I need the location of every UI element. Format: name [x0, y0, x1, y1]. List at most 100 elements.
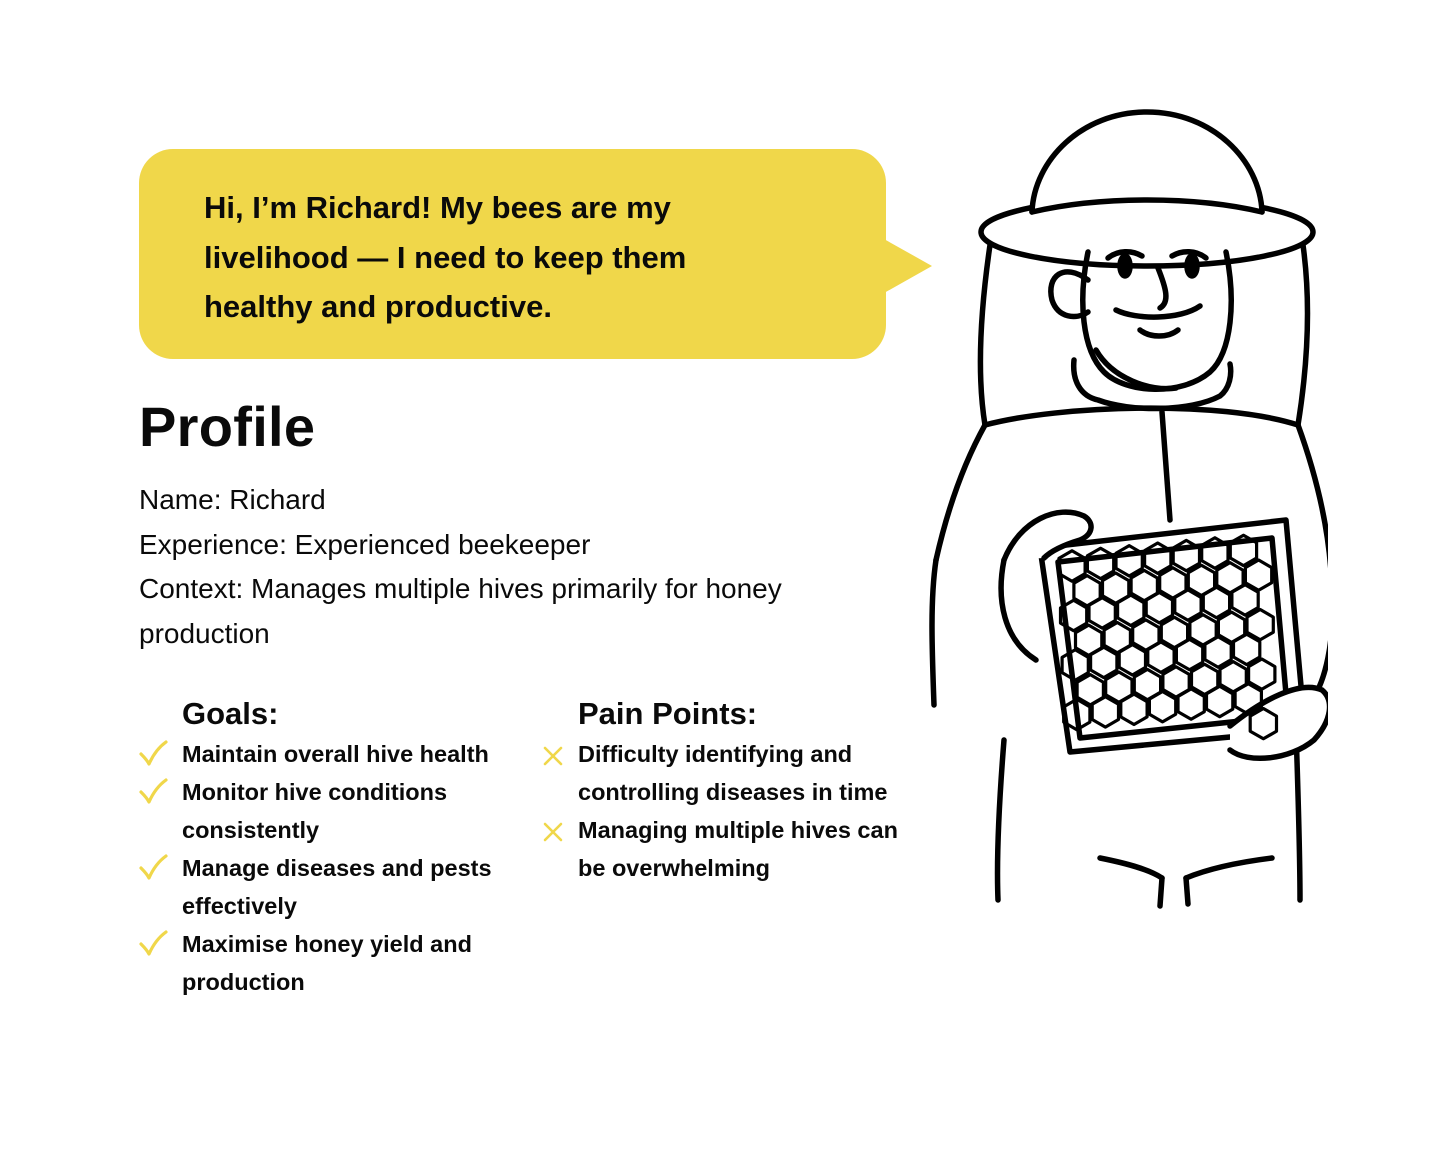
honeycomb-cell	[1174, 637, 1205, 672]
goal-text: Maximise honey yield and production	[182, 931, 472, 995]
honeycomb-cell	[1189, 662, 1220, 697]
honeycomb-cell	[1104, 670, 1134, 704]
mouth	[1137, 327, 1181, 339]
inner-leg-left	[1157, 875, 1165, 909]
honeycomb-cell	[1204, 684, 1235, 719]
honeycomb-cell	[1201, 585, 1232, 620]
honeycomb-cell	[1129, 568, 1160, 603]
goal-item: Manage diseases and pests effectively	[139, 849, 527, 925]
pain-point-item: Managing multiple hives can be overwhelm…	[543, 811, 928, 887]
persona-quote: Hi, I’m Richard! My bees are my liveliho…	[204, 190, 687, 324]
speech-bubble: Hi, I’m Richard! My bees are my liveliho…	[139, 149, 886, 359]
goal-text: Maintain overall hive health	[182, 741, 489, 767]
honeycomb-cell	[1228, 533, 1259, 568]
honeycomb-cell	[1072, 573, 1102, 608]
left-eyebrow	[1105, 249, 1145, 261]
honeycomb-cell	[1087, 596, 1117, 630]
moustache	[1113, 303, 1203, 320]
pain-point-item: Difficulty identifying and controlling d…	[543, 735, 928, 811]
hat-crown	[1029, 109, 1265, 215]
inner-leg-right	[1183, 875, 1191, 907]
honeycomb-cell	[1233, 682, 1264, 716]
veil-left-edge	[977, 242, 993, 428]
honeycomb-cell	[1216, 610, 1247, 645]
crotch-right	[1183, 855, 1275, 881]
left-arm	[929, 557, 939, 708]
left-shoulder	[933, 422, 988, 563]
honeycomb-cell	[1200, 536, 1230, 570]
collar	[1070, 357, 1234, 412]
goals-list: Maintain overall hive health Monitor hiv…	[139, 735, 527, 1001]
honeycomb-cell	[1231, 632, 1262, 667]
honeycomb-cell	[1243, 558, 1274, 592]
honeycomb-cell	[1117, 642, 1148, 677]
honeycomb-cell	[1218, 659, 1248, 694]
x-mark-icon	[543, 746, 563, 766]
honeycomb-cell	[1114, 543, 1144, 578]
honeycomb-cell	[1173, 588, 1203, 622]
honeycomb-cell	[1062, 697, 1092, 732]
goal-item: Maintain overall hive health	[139, 735, 527, 773]
zipper	[1159, 409, 1173, 523]
left-leg-line	[994, 737, 1007, 903]
left-eye	[1117, 253, 1133, 279]
honeycomb-cell	[1245, 607, 1275, 642]
honeycomb-cell	[1085, 546, 1116, 581]
honeycomb-cell	[1131, 618, 1161, 652]
honeycomb-cell	[1203, 635, 1233, 669]
honeycomb-cell	[1188, 613, 1218, 647]
right-eyebrow	[1169, 249, 1209, 261]
honeycomb-cell	[1119, 692, 1149, 727]
beekeeper-illustration	[929, 109, 1328, 909]
honeycomb-cell	[1075, 672, 1106, 707]
honeycomb-cell	[1147, 689, 1178, 724]
crotch-left	[1097, 855, 1165, 881]
honeycomb-cell	[1132, 667, 1163, 702]
honeycomb-cell	[1057, 549, 1087, 583]
honeycomb-cell	[1102, 620, 1133, 655]
honeycomb-cell	[1142, 541, 1173, 576]
veil-right-edge	[1295, 242, 1311, 428]
honeycomb-cell	[1073, 623, 1104, 658]
honeycomb-cell	[1146, 640, 1176, 675]
left-hand	[1001, 509, 1094, 563]
honeycomb-cell	[1115, 593, 1146, 628]
goals-heading: Goals:	[182, 696, 279, 731]
honeycomb-cell	[1088, 645, 1119, 680]
x-mark-icon	[543, 822, 563, 842]
page-title: Profile	[139, 395, 316, 458]
honeycomb-cell	[1230, 583, 1260, 617]
left-hand-palm	[998, 557, 1039, 663]
profile-experience: Experience: Experienced beekeeper	[139, 528, 591, 560]
profile-details: Name: Richard Experience: Experienced be…	[139, 478, 909, 656]
profile-name: Name: Richard	[139, 484, 326, 515]
honeycomb-cell	[1248, 706, 1279, 741]
hat-band	[1029, 197, 1265, 215]
beard	[1093, 347, 1179, 392]
checkmark-icon	[139, 740, 168, 766]
goal-item: Maximise honey yield and production	[139, 925, 527, 1001]
right-hand	[1227, 684, 1328, 762]
honeycomb-cell	[1215, 560, 1245, 595]
honeycomb-cell	[1176, 687, 1206, 721]
pain-points-list: Difficulty identifying and controlling d…	[543, 735, 928, 887]
honeycomb-cell	[1186, 563, 1217, 598]
honeycomb-cell	[1246, 657, 1277, 691]
honeycomb-cell	[1058, 598, 1089, 633]
checkmark-icon	[139, 778, 168, 804]
honeycomb-cell	[1060, 648, 1090, 682]
checkmark-icon	[139, 854, 168, 880]
honeycomb-cell	[1159, 615, 1190, 650]
goal-item: Monitor hive conditions consistently	[139, 773, 527, 849]
right-leg-line	[1293, 727, 1303, 903]
pain-point-text: Difficulty identifying and controlling d…	[578, 741, 888, 805]
goal-text: Manage diseases and pests effectively	[182, 855, 492, 919]
honeycomb-cell	[1158, 566, 1188, 600]
right-eye	[1184, 253, 1200, 279]
profile-context: Context: Manages multiple hives primaril…	[139, 573, 782, 649]
pain-points-heading: Pain Points:	[578, 696, 758, 731]
ear	[1048, 269, 1091, 320]
checkmark-icon	[139, 930, 168, 956]
nose	[1155, 265, 1169, 311]
honeycomb-cell	[1090, 695, 1121, 729]
